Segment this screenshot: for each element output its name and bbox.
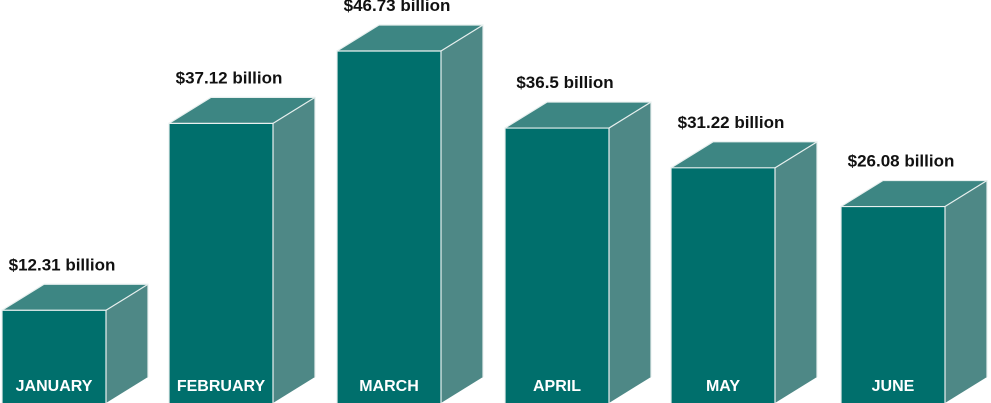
labels-group: JANUARY $12.31 billion FEBRUARY $37.12 bill… [9,0,955,395]
bar-april [505,128,609,403]
bar-depth-edge-june [840,179,988,377]
category-label-january: JANUARY [16,378,93,395]
category-label-may: MAY [706,378,740,395]
bar-top-february [169,97,315,124]
bar-depth-edge-february [168,96,316,377]
bar-top-march [337,25,483,51]
bar-side-may [775,141,817,403]
bar-front-edge-june [840,205,946,403]
bar-corner-edge-april [608,101,652,129]
bar-front-edge-january [1,309,107,403]
bar-front-edge-march [336,50,442,403]
data-label-march: $46.73 billion [344,0,451,15]
bar-side-june [945,180,987,403]
bar-depth-edge-january [1,283,149,377]
bar-corner-edge-may [774,141,818,169]
data-label-january: $12.31 billion [9,255,116,274]
category-label-april: APRIL [533,378,581,395]
data-label-may: $31.22 billion [678,113,785,132]
category-label-march: MARCH [359,378,419,395]
category-label-june: JUNE [872,378,915,395]
bar-depth-edge-april [504,101,652,377]
bar-side-february [273,97,315,403]
bar-february [169,123,273,403]
bar-front-edge-may [670,167,776,403]
bar-front-edge-february [168,122,274,403]
category-label-february: FEBRUARY [177,378,266,395]
bar-january [2,310,106,403]
data-label-april: $36.5 billion [516,73,613,92]
bar-side-april [609,102,651,403]
bar-depth-edge-march [336,24,484,377]
bar-corner-edge-march [440,24,484,52]
bar-depth-edge-may [670,141,818,377]
bar-top-june [841,180,987,207]
bar-corner-edge-february [272,96,316,124]
bar-june [841,206,945,403]
bar-top-january [2,284,148,311]
bar-front-edge-april [504,127,610,403]
bar-march [337,51,441,403]
bar-top-may [671,141,817,168]
bar-corner-edge-january [105,283,149,311]
bar-may [671,167,775,403]
data-label-june: $26.08 billion [848,152,955,171]
data-label-february: $37.12 billion [176,68,283,87]
bar-corner-edge-june [944,180,988,208]
bar-side-march [441,25,483,403]
bars-group [1,24,988,403]
bar-top-april [505,102,651,129]
bar-side-january [106,284,148,403]
